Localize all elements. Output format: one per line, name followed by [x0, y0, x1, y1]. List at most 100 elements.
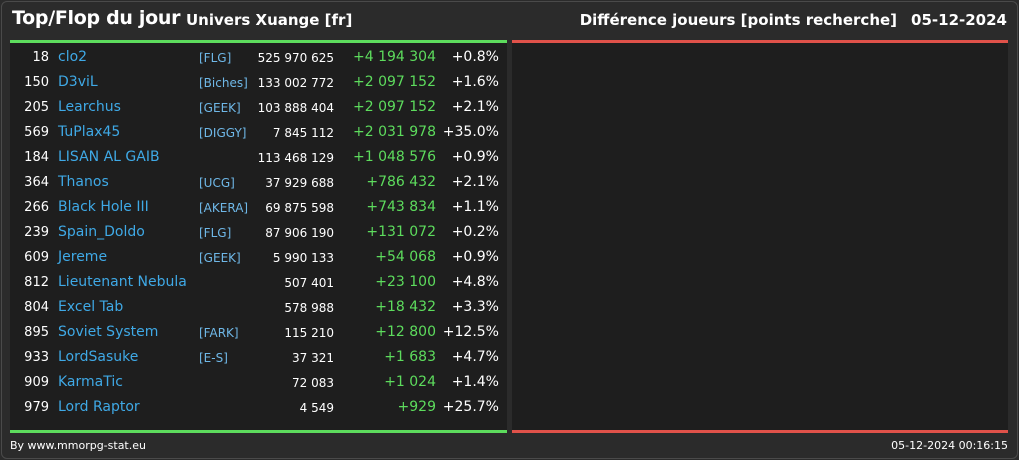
alliance-tag[interactable]: [FARK] — [199, 326, 239, 340]
table-row: 979 Lord Raptor 4 549 +929 +25.7% — [10, 396, 507, 421]
player-name-link[interactable]: Thanos — [58, 174, 109, 190]
player-points: 87 906 190 — [265, 226, 334, 240]
player-points: 37 321 — [292, 351, 334, 365]
alliance-tag[interactable]: [DIGGY] — [199, 126, 247, 140]
player-name-link[interactable]: Soviet System — [58, 324, 159, 340]
table-row: 266 Black Hole III [AKERA] 69 875 598 +743 8… — [10, 196, 507, 221]
points-difference: +1 683 — [384, 349, 436, 365]
player-name-link[interactable]: LISAN AL GAIB — [58, 149, 160, 165]
points-difference: +2 097 152 — [353, 74, 436, 90]
player-points: 525 970 625 — [257, 51, 334, 65]
table-row: 609 Jereme [GEEK] 5 990 133 +54 068 +0.9% — [10, 246, 507, 271]
player-rank: 150 — [24, 75, 49, 90]
points-difference: +54 068 — [375, 249, 436, 265]
table-row: 909 KarmaTic 72 083 +1 024 +1.4% — [10, 371, 507, 396]
alliance-tag[interactable]: [Biches] — [199, 76, 248, 90]
table-row: 804 Excel Tab 578 988 +18 432 +3.3% — [10, 296, 507, 321]
player-rank: 266 — [24, 200, 49, 215]
player-points: 578 988 — [284, 301, 334, 315]
player-name-link[interactable]: D3viL — [58, 74, 98, 90]
points-difference: +4 194 304 — [353, 49, 436, 65]
player-points: 133 002 772 — [257, 76, 334, 90]
player-name-link[interactable]: TuPlax45 — [58, 124, 121, 140]
table-row: 933 LordSasuke [E-S] 37 321 +1 683 +4.7% — [10, 346, 507, 371]
percent-change: +4.7% — [451, 349, 499, 365]
percent-change: +0.9% — [451, 249, 499, 265]
percent-change: +25.7% — [442, 399, 499, 415]
alliance-tag[interactable]: [GEEK] — [199, 251, 241, 265]
points-difference: +1 024 — [384, 374, 436, 390]
percent-change: +35.0% — [442, 124, 499, 140]
generated-timestamp: 05-12-2024 00:16:15 — [891, 439, 1008, 452]
player-points: 72 083 — [292, 376, 334, 390]
player-name-link[interactable]: KarmaTic — [58, 374, 123, 390]
table-row: 895 Soviet System [FARK] 115 210 +12 800 +12.… — [10, 321, 507, 346]
player-rank: 979 — [24, 400, 49, 415]
percent-change: +12.5% — [442, 324, 499, 340]
player-rank: 18 — [32, 50, 49, 65]
player-name-link[interactable]: Learchus — [58, 99, 121, 115]
points-difference: +2 031 978 — [353, 124, 436, 140]
universe-subtitle: Univers Xuange [fr] — [186, 11, 353, 29]
player-rank: 933 — [24, 350, 49, 365]
player-points: 115 210 — [284, 326, 334, 340]
points-difference: +786 432 — [366, 174, 436, 190]
player-points: 7 845 112 — [272, 126, 334, 140]
points-difference: +1 048 576 — [353, 149, 436, 165]
player-rank: 239 — [24, 225, 49, 240]
table-row: 812 Lieutenant Nebula 507 401 +23 100 +4.8% — [10, 271, 507, 296]
percent-change: +2.1% — [451, 174, 499, 190]
alliance-tag[interactable]: [GEEK] — [199, 101, 241, 115]
table-row: 184 LISAN AL GAIB 113 468 129 +1 048 576 +0.… — [10, 146, 507, 171]
flop-panel-accent-bottom — [512, 430, 1008, 433]
source-credit[interactable]: By www.mmorpg-stat.eu — [10, 439, 146, 452]
page-title: Top/Flop du jour — [12, 7, 181, 29]
player-rank: 364 — [24, 175, 49, 190]
points-difference: +743 834 — [366, 199, 436, 215]
alliance-tag[interactable]: [FLG] — [199, 51, 232, 65]
percent-change: +0.2% — [451, 224, 499, 240]
alliance-tag[interactable]: [AKERA] — [199, 201, 249, 215]
top-panel-accent-bottom — [10, 430, 507, 433]
player-name-link[interactable]: clo2 — [58, 49, 88, 65]
player-name-link[interactable]: Lieutenant Nebula — [58, 274, 187, 290]
alliance-tag[interactable]: [FLG] — [199, 226, 232, 240]
player-rank: 205 — [24, 100, 49, 115]
player-points: 507 401 — [284, 276, 334, 290]
player-name-link[interactable]: Excel Tab — [58, 299, 124, 315]
alliance-tag[interactable]: [UCG] — [199, 176, 235, 190]
points-difference: +12 800 — [375, 324, 436, 340]
ranking-type-title: Différence joueurs [points recherche] 05-… — [580, 11, 1007, 29]
ranking-type-label: Différence joueurs [points recherche] — [579, 11, 898, 29]
header-date: 05-12-2024 — [911, 11, 1007, 29]
player-name-link[interactable]: LordSasuke — [58, 349, 139, 365]
player-name-link[interactable]: Lord Raptor — [58, 399, 140, 415]
table-row: 150 D3viL [Biches] 133 002 772 +2 097 152 +1.… — [10, 71, 507, 96]
player-name-link[interactable]: Black Hole III — [58, 199, 149, 215]
player-rank: 804 — [24, 300, 49, 315]
percent-change: +0.9% — [451, 149, 499, 165]
player-rank: 609 — [24, 250, 49, 265]
player-rank: 569 — [24, 125, 49, 140]
player-points: 5 990 133 — [272, 251, 334, 265]
alliance-tag[interactable]: [E-S] — [199, 351, 228, 365]
table-row: 569 TuPlax45 [DIGGY] 7 845 112 +2 031 978 +35… — [10, 121, 507, 146]
percent-change: +1.4% — [451, 374, 499, 390]
player-points: 37 929 688 — [265, 176, 334, 190]
percent-change: +0.8% — [451, 49, 499, 65]
player-rank: 184 — [24, 150, 49, 165]
percent-change: +4.8% — [451, 274, 499, 290]
player-rank: 909 — [24, 375, 49, 390]
table-row: 239 Spain_Doldo [FLG] 87 906 190 +131 072 +0.… — [10, 221, 507, 246]
player-rank: 895 — [24, 325, 49, 340]
table-row: 205 Learchus [GEEK] 103 888 404 +2 097 152 +2… — [10, 96, 507, 121]
points-difference: +18 432 — [375, 299, 436, 315]
player-points: 113 468 129 — [257, 151, 334, 165]
points-difference: +929 — [397, 399, 436, 415]
percent-change: +2.1% — [451, 99, 499, 115]
percent-change: +1.1% — [451, 199, 499, 215]
player-name-link[interactable]: Jereme — [58, 249, 108, 265]
top-players-panel: 18 clo2 [FLG] 525 970 625 +4 194 304 +0.8% 150… — [10, 43, 507, 430]
player-name-link[interactable]: Spain_Doldo — [58, 224, 145, 240]
player-points: 103 888 404 — [257, 101, 334, 115]
